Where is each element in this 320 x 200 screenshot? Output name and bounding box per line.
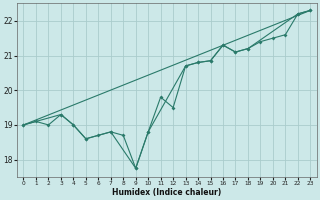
X-axis label: Humidex (Indice chaleur): Humidex (Indice chaleur) <box>112 188 221 197</box>
